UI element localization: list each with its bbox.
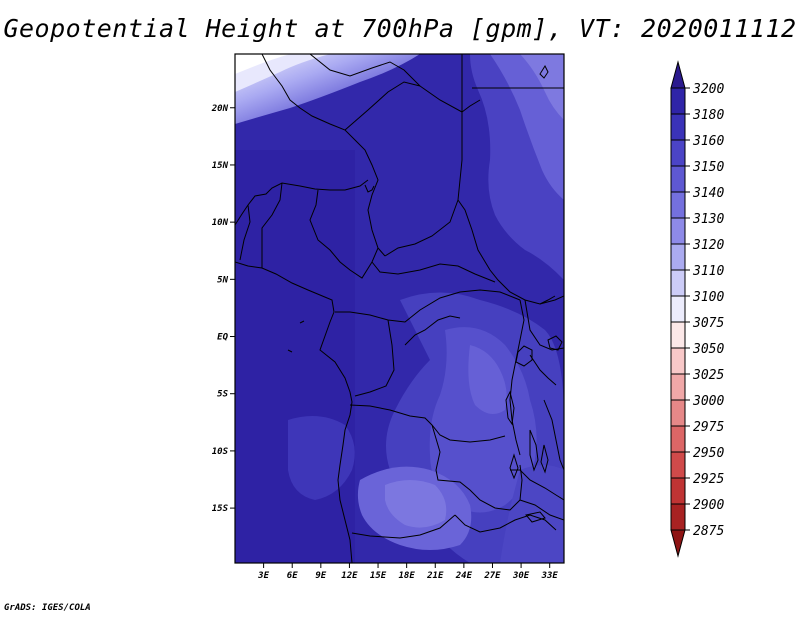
lon-tick-label: 15E bbox=[370, 571, 387, 581]
lon-tick-label: 33E bbox=[541, 571, 559, 581]
colorbar-label: 3025 bbox=[692, 368, 724, 383]
colorbar-label: 3180 bbox=[692, 108, 724, 123]
colorbar-swatch bbox=[670, 425, 686, 453]
colorbar-label: 3075 bbox=[692, 316, 724, 331]
lat-tick-label: 20N bbox=[211, 104, 229, 114]
colorbar-label: 3000 bbox=[692, 394, 724, 409]
colorbar-label: 3150 bbox=[692, 160, 724, 175]
colorbar: 3200 3180 3160 3150 3140 3130 3120 3110 3100 3075… bbox=[670, 60, 724, 558]
colorbar-swatch bbox=[670, 295, 686, 323]
colorbar-label: 2875 bbox=[693, 524, 724, 539]
colorbar-label: 3200 bbox=[692, 82, 724, 97]
map-field bbox=[235, 54, 564, 563]
colorbar-label: 3110 bbox=[692, 264, 724, 279]
lon-tick-label: 24E bbox=[455, 571, 473, 581]
colorbar-label: 2925 bbox=[693, 472, 724, 487]
lon-tick-label: 9E bbox=[315, 571, 326, 581]
colorbar-label: 3130 bbox=[692, 212, 724, 227]
colorbar-arrow-bottom bbox=[670, 529, 686, 558]
colorbar-swatch bbox=[670, 373, 686, 401]
lon-tick-label: 30E bbox=[512, 571, 530, 581]
lat-tick-label: 15N bbox=[212, 161, 229, 171]
colorbar-swatch bbox=[670, 451, 686, 479]
colorbar-label: 2975 bbox=[693, 420, 724, 435]
colorbar-label: 3050 bbox=[692, 342, 724, 357]
map-frame bbox=[234, 53, 565, 564]
colorbar-swatch bbox=[670, 191, 686, 219]
colorbar-swatch bbox=[670, 217, 686, 245]
colorbar-swatch bbox=[670, 399, 686, 427]
colorbar-label: 3160 bbox=[692, 134, 724, 149]
colorbar-swatch bbox=[670, 87, 686, 115]
lat-tick-label: 5N bbox=[217, 275, 228, 285]
lon-tick-label: 21E bbox=[426, 571, 444, 581]
lon-tick-label: 6E bbox=[287, 571, 298, 581]
colorbar-label: 2900 bbox=[693, 498, 724, 513]
lat-tick-label: 5S bbox=[217, 390, 228, 400]
colorbar-label: 3120 bbox=[692, 238, 724, 253]
lat-tick-label: 15S bbox=[212, 504, 229, 514]
lon-tick-label: 18E bbox=[399, 571, 416, 581]
colorbar-swatch bbox=[670, 477, 686, 505]
colorbar-label: 3140 bbox=[692, 186, 724, 201]
colorbar-swatch bbox=[670, 503, 686, 531]
latitude-axis: 20N 15N 10N 5N EQ 5S 10S 15S bbox=[211, 104, 235, 514]
colorbar-swatch bbox=[670, 347, 686, 375]
colorbar-swatch bbox=[670, 321, 686, 349]
lat-tick-label: EQ bbox=[217, 333, 228, 343]
credit-label: GrADS: IGES/COLA bbox=[4, 603, 91, 613]
lon-tick-label: 12E bbox=[341, 571, 358, 581]
lon-tick-label: 27E bbox=[483, 571, 501, 581]
colorbar-swatch bbox=[670, 243, 686, 271]
colorbar-swatch bbox=[670, 139, 686, 167]
colorbar-arrow-top bbox=[670, 60, 686, 89]
lat-tick-label: 10S bbox=[212, 447, 229, 457]
longitude-axis: 3E 6E 9E 12E 15E 18E 21E 24E 27E 30E 33E bbox=[257, 563, 558, 581]
colorbar-swatch bbox=[670, 269, 686, 297]
colorbar-label: 3100 bbox=[692, 290, 724, 305]
colorbar-swatch bbox=[670, 113, 686, 141]
lat-tick-label: 10N bbox=[212, 218, 229, 228]
country-borders bbox=[235, 54, 564, 563]
colorbar-swatch bbox=[670, 165, 686, 193]
lon-tick-label: 3E bbox=[257, 571, 269, 581]
page-title: Geopotential Height at 700hPa [gpm], VT:… bbox=[3, 14, 797, 43]
colorbar-label: 2950 bbox=[693, 446, 724, 461]
